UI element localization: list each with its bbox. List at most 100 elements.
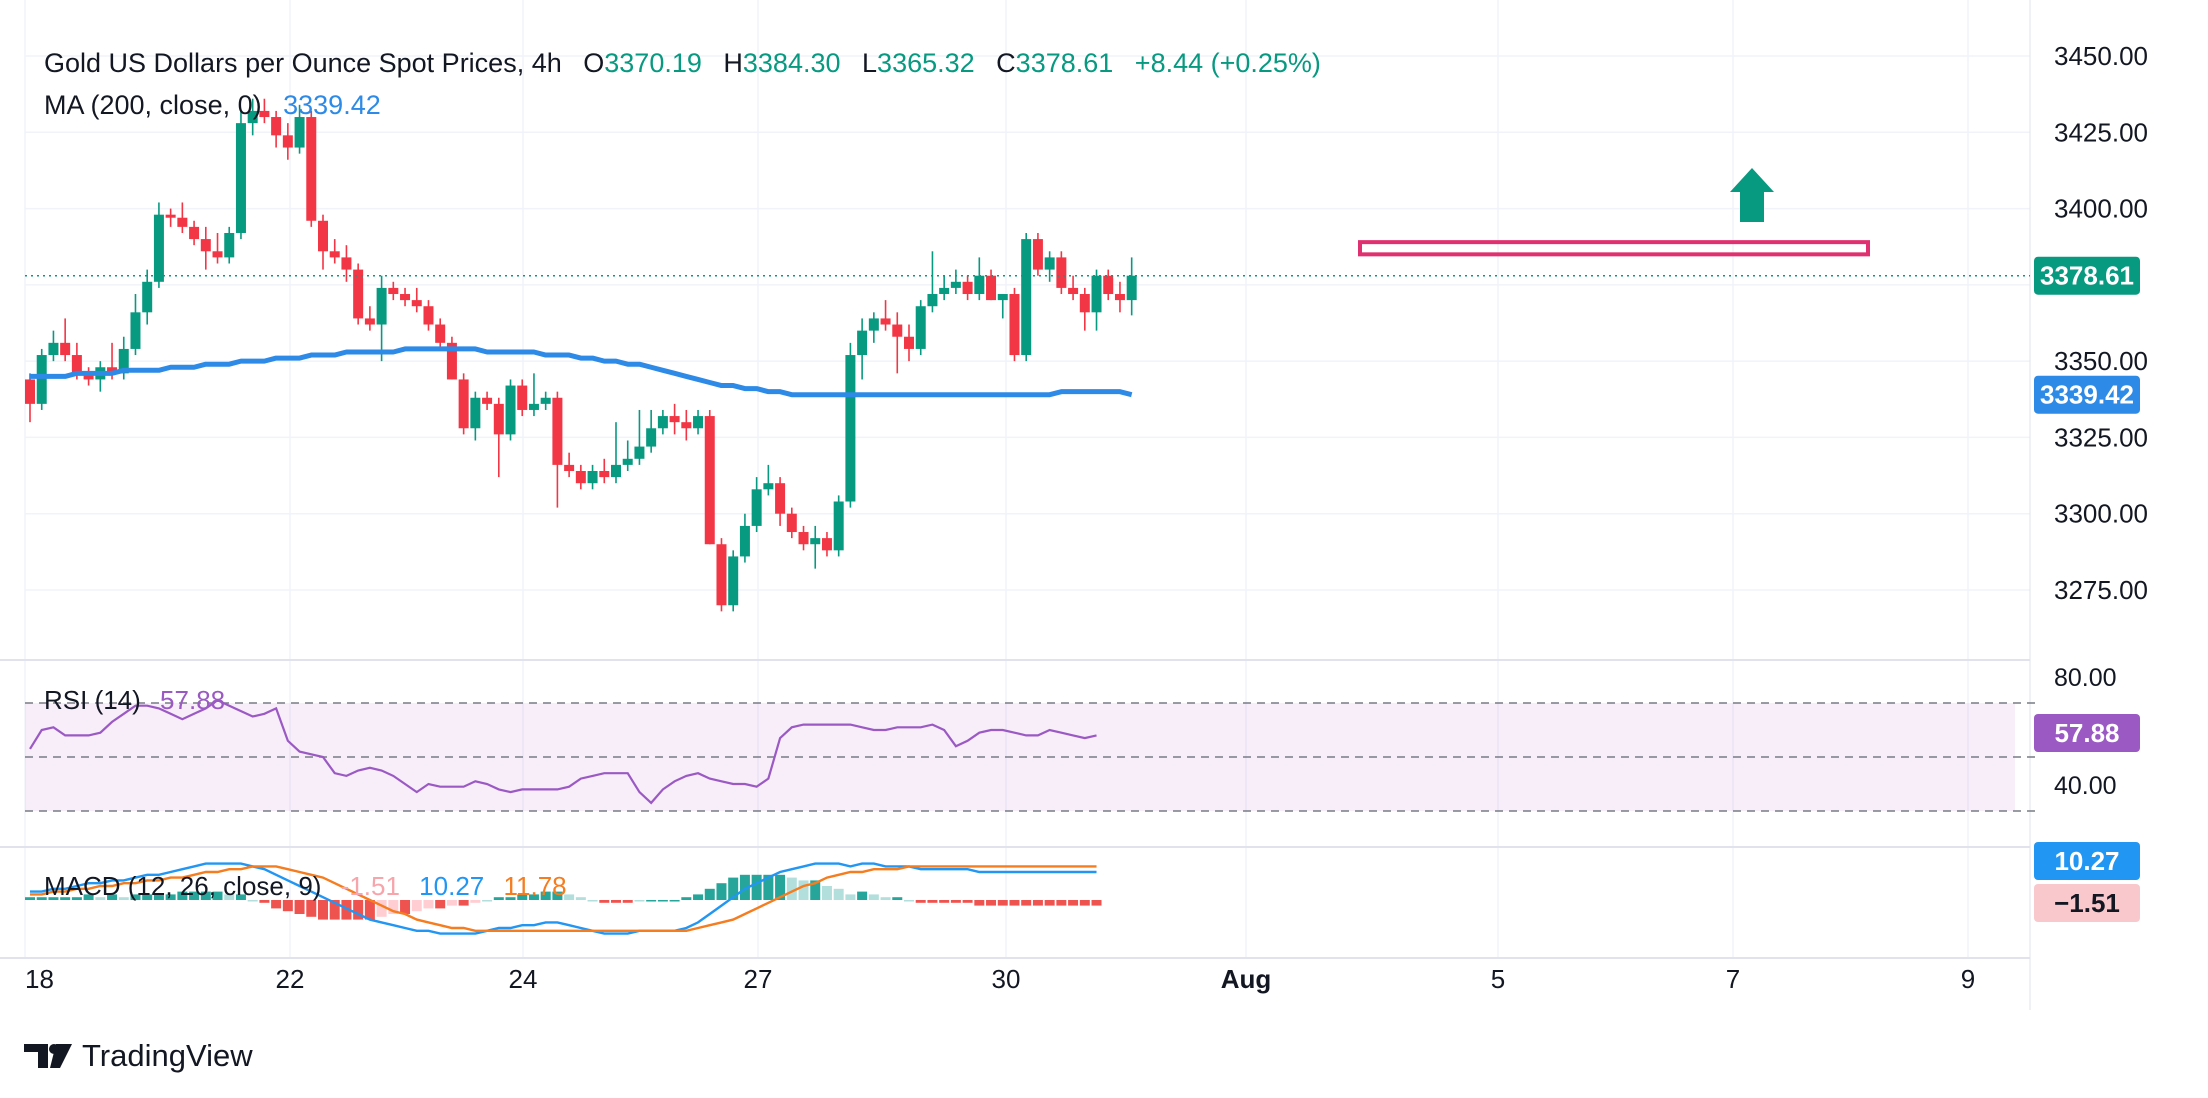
candle-body[interactable]	[376, 287, 387, 325]
candle-series[interactable]	[25, 98, 1137, 612]
candle-body[interactable]	[329, 251, 340, 258]
candle-body[interactable]	[83, 373, 94, 380]
candle-body[interactable]	[1009, 294, 1020, 356]
candle-body[interactable]	[974, 275, 985, 295]
candle-body[interactable]	[997, 294, 1008, 301]
candle-body[interactable]	[1126, 275, 1137, 301]
price-axis[interactable]: 3450.00 3425.00 3400.00 3350.00 3325.00 3300.…	[2054, 41, 2148, 605]
tradingview-logo[interactable]: TradingView	[24, 1038, 253, 1073]
candle-body[interactable]	[235, 123, 246, 233]
candle-body[interactable]	[353, 269, 364, 319]
candle-body[interactable]	[622, 458, 633, 465]
candle-body[interactable]	[528, 403, 539, 410]
candle-body[interactable]	[48, 342, 59, 356]
up-arrow-icon[interactable]	[1730, 168, 1774, 222]
candle-body[interactable]	[939, 287, 950, 295]
signal-line[interactable]	[30, 865, 1097, 932]
candle-body[interactable]	[693, 416, 704, 429]
candle-body[interactable]	[388, 287, 399, 295]
candle-body[interactable]	[1068, 287, 1079, 295]
candle-body[interactable]	[1044, 257, 1055, 270]
candle-body[interactable]	[1091, 275, 1102, 313]
candle-body[interactable]	[880, 318, 891, 325]
rsi-line[interactable]	[29, 699, 1097, 805]
candle-body[interactable]	[646, 428, 657, 447]
candle-body[interactable]	[552, 397, 563, 465]
candle-body[interactable]	[341, 257, 352, 270]
candle-body[interactable]	[411, 300, 422, 307]
candle-body[interactable]	[681, 422, 692, 429]
candle-body[interactable]	[224, 232, 235, 258]
candle-body[interactable]	[962, 281, 973, 295]
candle-body[interactable]	[892, 324, 903, 337]
candle-body[interactable]	[669, 416, 680, 423]
candle-body[interactable]	[833, 501, 844, 551]
macd-histogram[interactable]	[25, 874, 1102, 920]
candle-body[interactable]	[118, 348, 129, 374]
candle-body[interactable]	[904, 336, 914, 349]
candle-body[interactable]	[177, 217, 188, 227]
candle-body[interactable]	[423, 306, 434, 325]
candle-body[interactable]	[798, 532, 809, 545]
candle-body[interactable]	[986, 275, 997, 301]
candle-body[interactable]	[130, 312, 141, 349]
candle-body[interactable]	[704, 416, 715, 545]
candle-body[interactable]	[482, 397, 493, 404]
candle-body[interactable]	[739, 525, 750, 557]
candle-body[interactable]	[1056, 257, 1067, 288]
candle-body[interactable]	[142, 281, 153, 313]
candle-body[interactable]	[247, 110, 258, 124]
ma200-line[interactable]	[30, 346, 1133, 398]
candle-body[interactable]	[716, 544, 727, 606]
candle-body[interactable]	[950, 281, 961, 288]
candle-body[interactable]	[657, 416, 668, 429]
candle-body[interactable]	[786, 513, 797, 533]
candle-body[interactable]	[200, 239, 211, 252]
candle-body[interactable]	[318, 220, 328, 252]
candle-body[interactable]	[751, 489, 762, 526]
candle-body[interactable]	[857, 330, 868, 356]
candle-body[interactable]	[775, 483, 786, 514]
candle-body[interactable]	[271, 117, 282, 136]
time-axis[interactable]: 18 22 24 27 30 Aug 5 7 9	[25, 964, 1975, 994]
candle-body[interactable]	[60, 342, 71, 356]
candle-body[interactable]	[575, 470, 586, 484]
candle-body[interactable]	[493, 403, 504, 435]
candle-body[interactable]	[821, 538, 832, 551]
candle-body[interactable]	[810, 538, 821, 545]
candle-body[interactable]	[763, 483, 774, 490]
candle-body[interactable]	[587, 470, 598, 484]
candle-body[interactable]	[1079, 294, 1090, 313]
candle-body[interactable]	[927, 294, 938, 307]
candle-body[interactable]	[71, 355, 82, 374]
candle-body[interactable]	[189, 226, 200, 240]
candle-body[interactable]	[212, 251, 223, 258]
candle-body[interactable]	[1103, 275, 1114, 295]
candle-body[interactable]	[517, 385, 528, 410]
candle-body[interactable]	[634, 446, 645, 459]
candle-body[interactable]	[1114, 294, 1125, 301]
candle-body[interactable]	[564, 464, 575, 471]
candle-body[interactable]	[306, 117, 317, 221]
candle-body[interactable]	[1021, 239, 1032, 356]
candle-body[interactable]	[470, 397, 481, 429]
candle-body[interactable]	[282, 135, 293, 148]
candle-body[interactable]	[915, 306, 926, 349]
candle-body[interactable]	[165, 214, 176, 218]
candle-body[interactable]	[25, 379, 35, 404]
candle-body[interactable]	[294, 117, 305, 148]
macd-line[interactable]	[30, 862, 1097, 935]
candle-body[interactable]	[728, 556, 739, 606]
candle-body[interactable]	[611, 464, 621, 478]
candle-body[interactable]	[458, 379, 469, 429]
candle-body[interactable]	[540, 397, 551, 404]
candle-body[interactable]	[599, 470, 610, 478]
resistance-zone[interactable]	[1358, 240, 1870, 257]
candle-body[interactable]	[364, 318, 375, 325]
candle-body[interactable]	[435, 324, 446, 343]
candle-body[interactable]	[845, 355, 856, 502]
candle-body[interactable]	[868, 318, 879, 331]
candle-body[interactable]	[107, 367, 118, 374]
candle-body[interactable]	[505, 385, 516, 435]
